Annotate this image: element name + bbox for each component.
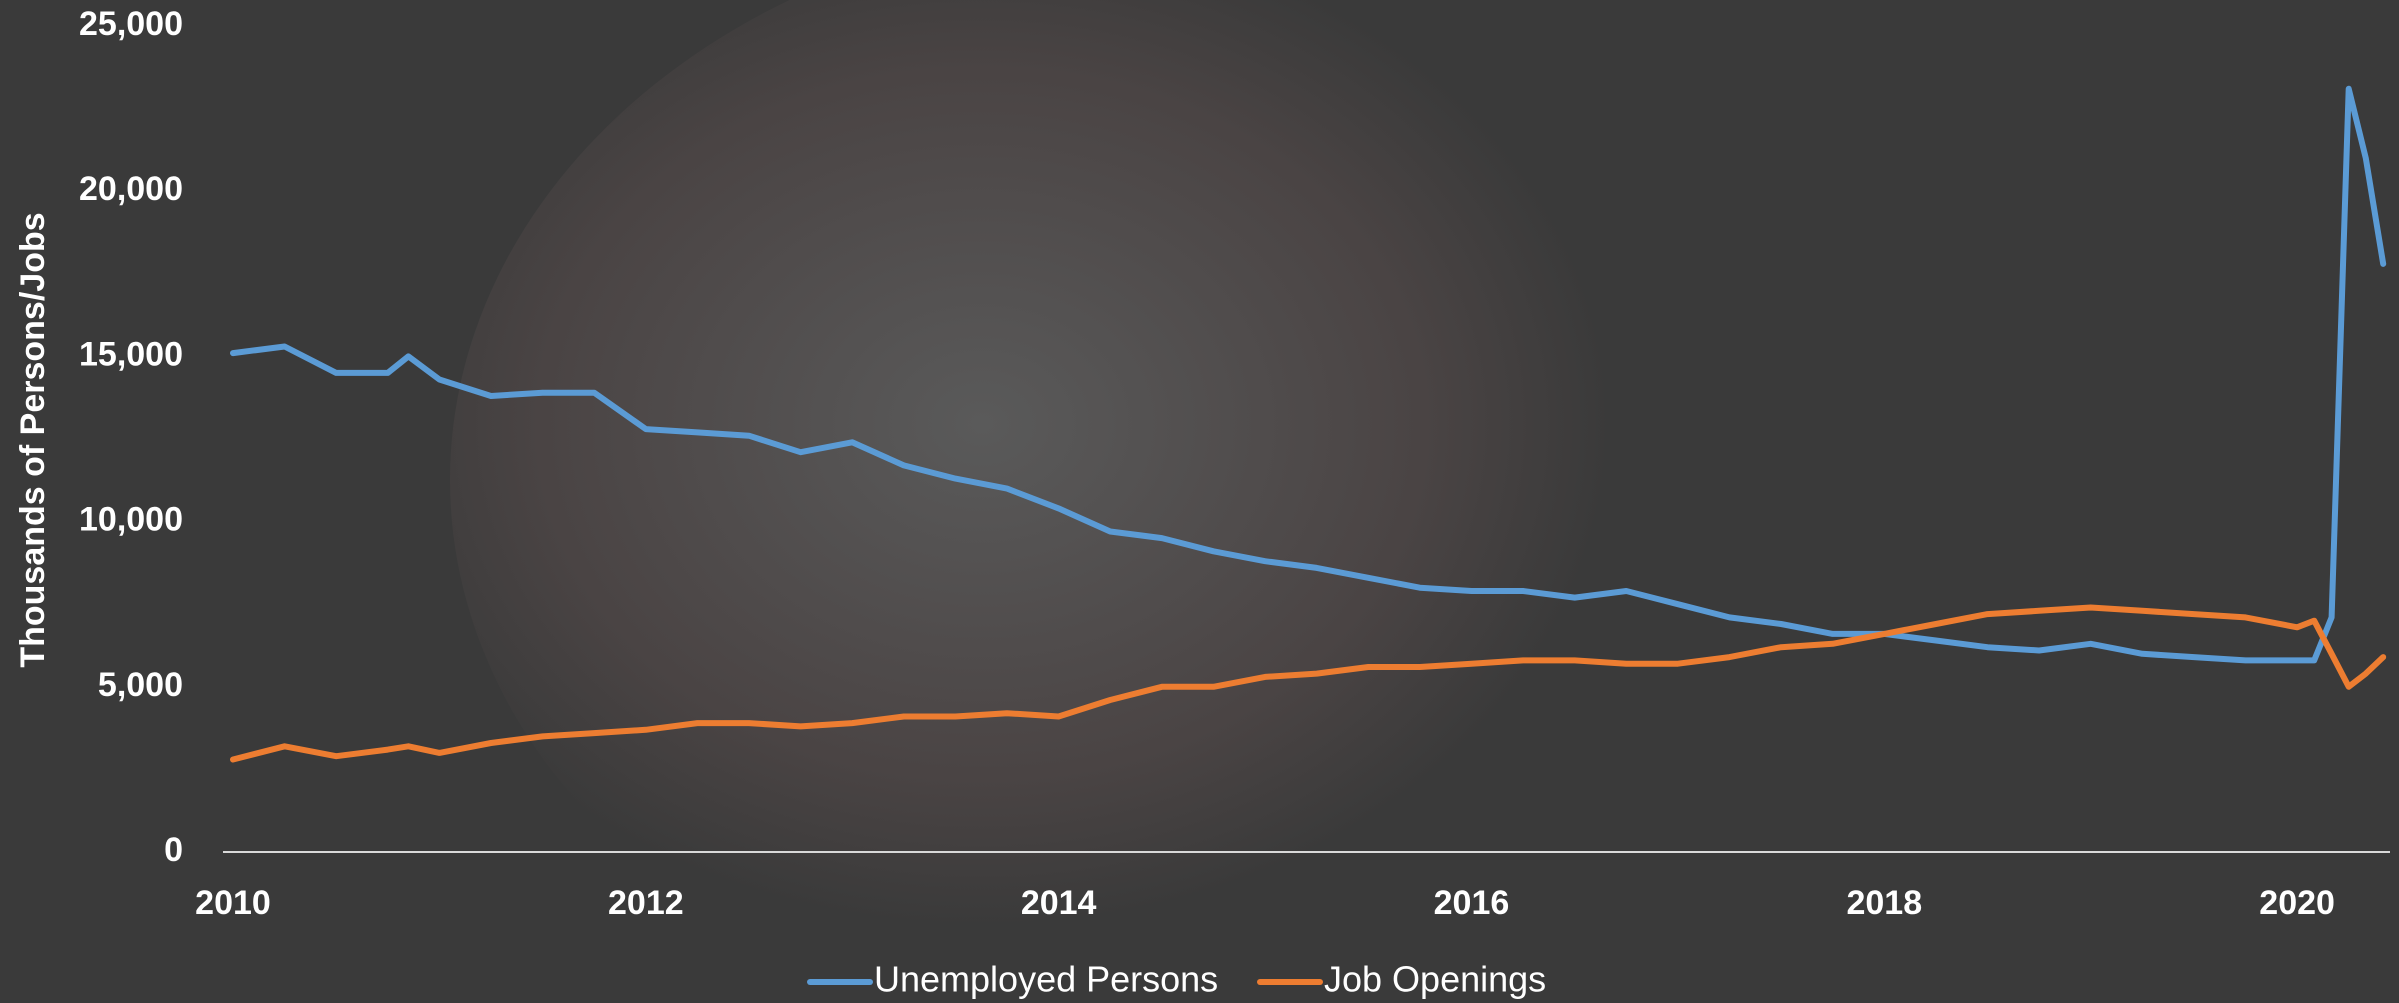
y-axis-label: Thousands of Persons/Jobs bbox=[14, 212, 52, 667]
series-line bbox=[230, 604, 2387, 763]
y-tick-label: 15,000 bbox=[79, 335, 183, 373]
background-image bbox=[450, 0, 1850, 1003]
legend-label: Unemployed Persons bbox=[874, 959, 1218, 1000]
legend-label: Job Openings bbox=[1324, 959, 1546, 1000]
x-tick-label: 2020 bbox=[2259, 884, 2335, 922]
y-tick-label: 5,000 bbox=[98, 666, 183, 704]
x-tick-label: 2010 bbox=[195, 884, 271, 922]
y-tick-label: 25,000 bbox=[79, 5, 183, 43]
x-tick-label: 2014 bbox=[1021, 884, 1097, 922]
x-tick-label: 2012 bbox=[608, 884, 684, 922]
y-tick-label: 10,000 bbox=[79, 501, 183, 539]
x-tick-label: 2018 bbox=[1846, 884, 1922, 922]
y-tick-label: 0 bbox=[164, 831, 183, 869]
series-line bbox=[230, 85, 2387, 664]
x-tick-label: 2016 bbox=[1434, 884, 1510, 922]
y-tick-label: 20,000 bbox=[79, 170, 183, 208]
